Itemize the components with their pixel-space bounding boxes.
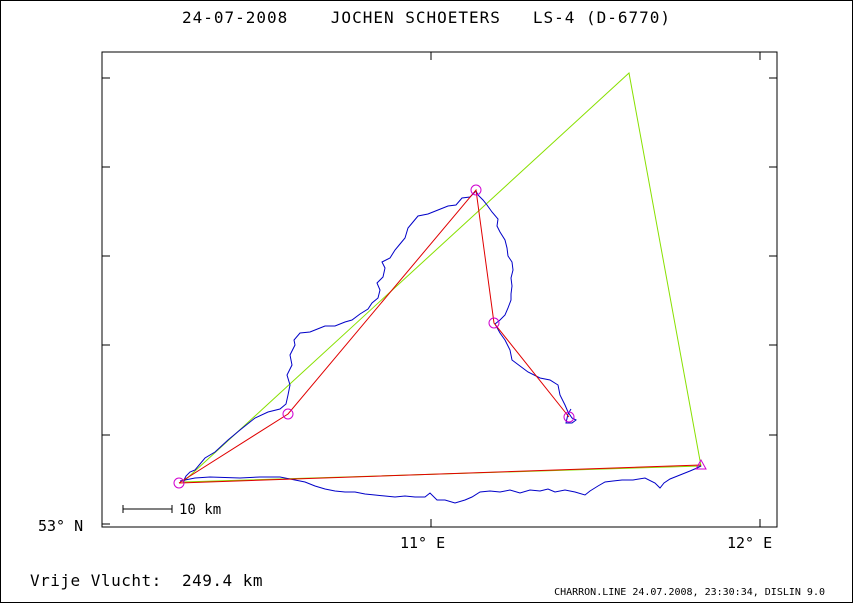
triangle-vertex-marker — [695, 458, 707, 470]
fai-triangle — [182, 72, 702, 483]
lon-label-11: 11° E — [400, 534, 445, 552]
turnpoint-3 — [488, 317, 500, 329]
flight-title: 24-07-2008 JOCHEN SCHOETERS LS-4 (D-6770… — [181, 8, 672, 27]
distance-readout: Vrije Vlucht: 249.4 km — [30, 571, 263, 590]
right-ticks — [769, 77, 777, 436]
lon-label-12: 12° E — [727, 534, 772, 552]
scale-bar-label: 10 km — [179, 502, 221, 518]
turnpoint-2 — [470, 184, 482, 196]
credit-line: CHARRON.LINE 24.07.2008, 23:30:34, DISLI… — [554, 587, 825, 598]
task-legs — [178, 188, 570, 484]
scale-bar: 10 km — [122, 502, 221, 518]
turnpoint-1 — [282, 408, 294, 420]
closing-leg — [178, 464, 702, 484]
lat-label: 53° N — [38, 517, 83, 535]
distance-value: 249.4 km — [182, 571, 264, 590]
bottom-ticks — [430, 519, 761, 527]
gps-track — [182, 190, 577, 483]
top-ticks — [430, 52, 761, 60]
left-ticks — [102, 77, 110, 525]
map-axes-box — [101, 51, 778, 528]
turnpoint-finish — [563, 411, 575, 423]
turnpoint-start — [173, 477, 185, 489]
distance-label: Vrije Vlucht: — [30, 571, 162, 590]
gps-track-return — [179, 465, 702, 504]
turnpoints — [173, 184, 707, 489]
